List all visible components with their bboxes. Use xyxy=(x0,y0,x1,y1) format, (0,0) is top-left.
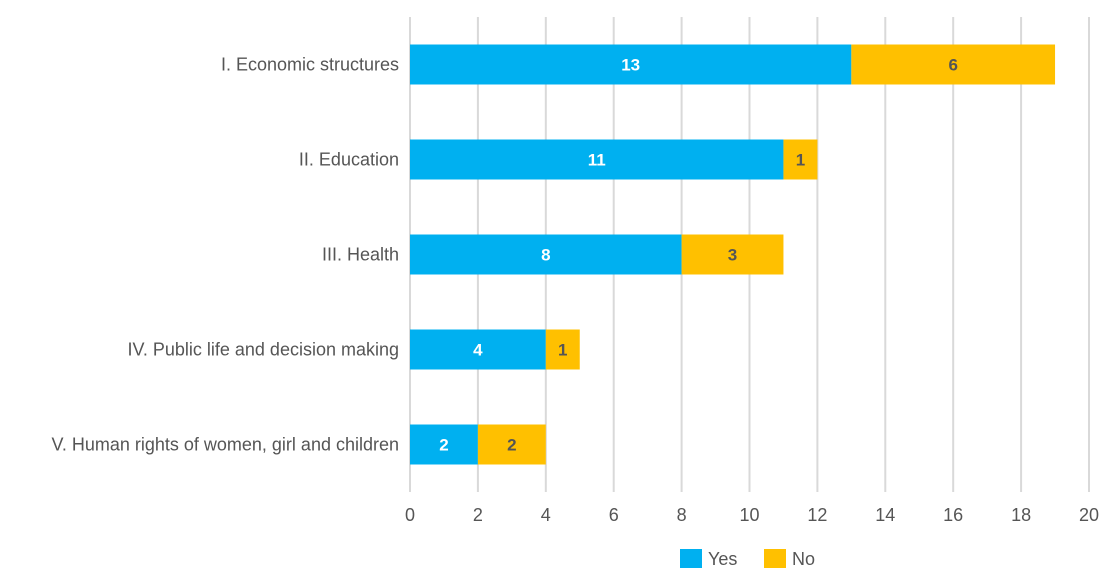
category-label: V. Human rights of women, girl and child… xyxy=(51,435,399,455)
category-labels: I. Economic structures II. Education III. … xyxy=(51,55,399,455)
legend-label: No xyxy=(792,549,815,568)
bar-no xyxy=(783,139,818,180)
legend: Yes No xyxy=(680,549,815,568)
legend-swatch xyxy=(680,549,702,568)
legend-label: Yes xyxy=(708,549,737,568)
data-label: 2 xyxy=(439,436,448,455)
bar-yes xyxy=(410,329,546,370)
legend-swatch xyxy=(764,549,786,568)
category-label: I. Economic structures xyxy=(221,55,399,75)
x-tick-label: 2 xyxy=(473,505,483,525)
data-label: 8 xyxy=(541,246,550,265)
data-label: 3 xyxy=(728,246,737,265)
bar-yes xyxy=(410,44,852,85)
legend-item-yes: Yes xyxy=(680,549,737,568)
x-tick-label: 14 xyxy=(875,505,895,525)
x-tick-label: 12 xyxy=(807,505,827,525)
x-tick-label: 16 xyxy=(943,505,963,525)
x-tick-label: 20 xyxy=(1079,505,1099,525)
x-tick-label: 6 xyxy=(609,505,619,525)
category-label: III. Health xyxy=(322,245,399,265)
bar-yes xyxy=(410,234,682,275)
data-label: 4 xyxy=(473,341,483,360)
data-label: 13 xyxy=(621,56,640,75)
bar-yes xyxy=(410,139,784,180)
data-label: 1 xyxy=(796,151,805,170)
x-tick-label: 0 xyxy=(405,505,415,525)
x-tick-label: 10 xyxy=(739,505,759,525)
data-label: 11 xyxy=(588,151,606,170)
bar-yes xyxy=(410,424,478,465)
data-label: 6 xyxy=(948,56,957,75)
data-label: 2 xyxy=(507,436,516,455)
x-tick-label: 8 xyxy=(677,505,687,525)
category-label: II. Education xyxy=(299,150,399,170)
bar-no xyxy=(851,44,1056,85)
bar-no xyxy=(545,329,580,370)
x-tick-label: 4 xyxy=(541,505,551,525)
legend-item-no: No xyxy=(764,549,815,568)
bars: 13 611 18 34 12 2 xyxy=(410,44,1056,465)
x-tick-label: 18 xyxy=(1011,505,1031,525)
bar-no xyxy=(477,424,546,465)
category-label: IV. Public life and decision making xyxy=(128,340,400,360)
x-axis-tick-labels: 0 2 4 6 8 10 12 14 16 18 20 xyxy=(405,505,1099,525)
bar-no xyxy=(681,234,784,275)
data-label: 1 xyxy=(558,341,567,360)
